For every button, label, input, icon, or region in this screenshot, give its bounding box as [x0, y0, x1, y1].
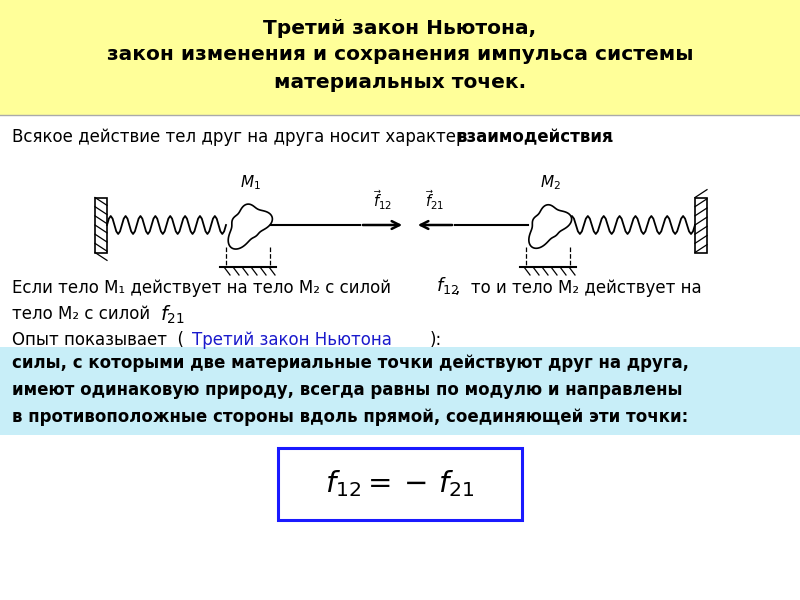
- Text: Третий закон Ньютона,: Третий закон Ньютона,: [263, 19, 537, 37]
- Text: $f_{12} = -\,f_{21}$: $f_{12} = -\,f_{21}$: [326, 469, 474, 499]
- Text: $\vec{f}_{12}$: $\vec{f}_{12}$: [374, 188, 393, 212]
- Text: ,  то и тело M₂ действует на: , то и тело M₂ действует на: [455, 279, 702, 297]
- Text: Если тело M₁ действует на тело M₂ с силой: Если тело M₁ действует на тело M₂ с сило…: [12, 279, 391, 297]
- Text: $M_2$: $M_2$: [539, 173, 561, 192]
- Text: тело M₂ с силой: тело M₂ с силой: [12, 305, 150, 323]
- Text: .: .: [608, 128, 614, 146]
- Polygon shape: [228, 204, 272, 249]
- Polygon shape: [529, 205, 572, 248]
- Text: взаимодействия: взаимодействия: [457, 128, 614, 146]
- Text: в противоположные стороны вдоль прямой, соединяющей эти точки:: в противоположные стороны вдоль прямой, …: [12, 408, 688, 426]
- Text: $f_{21}$: $f_{21}$: [160, 304, 185, 326]
- FancyBboxPatch shape: [0, 0, 800, 115]
- Text: $\vec{f}_{21}$: $\vec{f}_{21}$: [426, 188, 445, 212]
- Text: закон изменения и сохранения импульса системы: закон изменения и сохранения импульса си…: [106, 46, 694, 64]
- Bar: [95, 197, 107, 253]
- Text: силы, с которыми две материальные точки действуют друг на друга,: силы, с которыми две материальные точки …: [12, 354, 689, 372]
- Bar: [695, 197, 707, 253]
- Text: $f_{12}$: $f_{12}$: [436, 275, 459, 296]
- Text: имеют одинаковую природу, всегда равны по модулю и направлены: имеют одинаковую природу, всегда равны п…: [12, 381, 682, 399]
- Text: Опыт показывает  (: Опыт показывает (: [12, 331, 184, 349]
- Text: ):: ):: [430, 331, 442, 349]
- Text: Третий закон Ньютона: Третий закон Ньютона: [192, 331, 392, 349]
- Text: Всякое действие тел друг на друга носит характер: Всякое действие тел друг на друга носит …: [12, 128, 472, 146]
- Text: материальных точек.: материальных точек.: [274, 73, 526, 91]
- FancyBboxPatch shape: [278, 448, 522, 520]
- Text: $M_1$: $M_1$: [239, 173, 261, 192]
- FancyBboxPatch shape: [0, 347, 800, 435]
